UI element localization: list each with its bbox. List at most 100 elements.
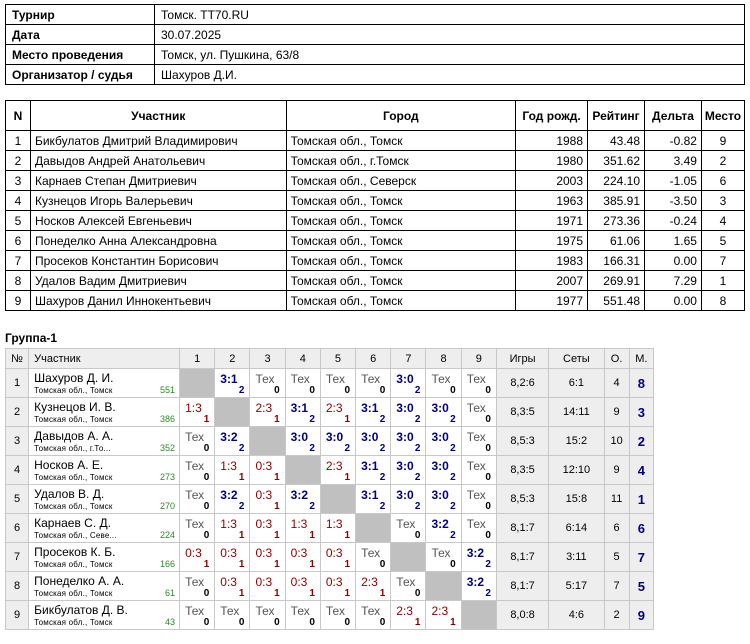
match-score: Тех [466, 430, 486, 444]
match-result-cell: 0:3 1 [249, 571, 286, 601]
group-player-cell: Бикбулатов Д. В. Томская обл., Томск 43 [28, 600, 181, 630]
match-result-cell: 3:2 2 [214, 426, 251, 456]
match-score: 3:1 [361, 488, 379, 502]
participant-delta: 3.49 [644, 150, 702, 171]
match-result-cell: 3:2 2 [460, 571, 497, 601]
match-result-cell: Тех 0 [425, 368, 462, 398]
participant-number: 7 [5, 250, 31, 271]
participant-place: 9 [700, 130, 746, 151]
match-result-cell: 3:0 2 [425, 397, 462, 427]
match-points: 0 [485, 501, 491, 512]
match-score: 0:3 [185, 546, 202, 560]
match-points: 0 [274, 385, 280, 396]
match-points: 0 [344, 617, 351, 628]
group-games: 8,1:7 [495, 542, 550, 572]
group-sets: 5:17 [548, 571, 605, 601]
participant-place: 2 [700, 150, 746, 171]
participant-birth-year: 1983 [515, 250, 589, 271]
group-player-name: Просеков К. Б. [34, 545, 116, 559]
info-row: Турнир Томск. TT70.RU [5, 4, 745, 25]
match-result-cell: 0:3 1 [284, 542, 321, 572]
match-result-cell: 2:3 1 [425, 600, 462, 630]
match-points: 1 [203, 559, 210, 570]
group-row: 3 Давыдов А. А. Томская обл., г.То... 352 Те… [4, 426, 655, 456]
participant-name: Носков Алексей Евгеньевич [29, 210, 287, 231]
group-player-name: Кузнецов И. В. [34, 400, 116, 414]
match-points: 0 [379, 385, 386, 396]
match-score: Тех [255, 604, 275, 618]
match-result-cell: Тех 0 [319, 600, 357, 630]
match-result-cell: 3:0 2 [390, 455, 427, 485]
participant-rating: 166.31 [587, 250, 645, 271]
participant-city: Томская обл., г.Томск [285, 150, 517, 171]
match-score: Тех [466, 401, 486, 415]
info-value: Томск. TT70.RU [154, 4, 745, 25]
info-row: Место проведения Томск, ул. Пушкина, 63/8 [5, 44, 745, 65]
match-result-cell: 0:3 1 [249, 484, 286, 514]
group-points: 9 [603, 397, 630, 427]
match-result-cell: 3:0 2 [355, 426, 392, 456]
group-place: 1 [628, 484, 655, 514]
match-score: 3:0 [396, 430, 414, 444]
match-score: 0:3 [255, 546, 273, 560]
match-score: 3:0 [431, 488, 449, 502]
match-points: 2 [450, 414, 456, 425]
match-points: 1 [238, 588, 245, 599]
info-row: Дата 30.07.2025 [5, 24, 745, 45]
participant-name: Удалов Вадим Дмитриевич [29, 270, 287, 291]
match-result-cell: 1:3 1 [179, 397, 216, 427]
match-result-cell: 3:0 2 [425, 455, 462, 485]
participants-header-row: N Участник Город Год рожд. Рейтинг Дельт… [5, 100, 746, 131]
match-result-cell: 2:3 1 [390, 600, 427, 630]
match-points: 0 [309, 617, 315, 628]
participant-delta: 0.00 [644, 290, 702, 311]
match-score: 3:2 [466, 575, 485, 589]
match-points: 2 [450, 530, 456, 541]
group-row: 1 Шахуров Д. И. Томская обл., Томск 551 3:1 2… [4, 368, 655, 398]
col-header-rating: Рейтинг [587, 100, 645, 131]
match-result-cell: 1:3 1 [284, 513, 321, 543]
group-games: 8,0:8 [495, 600, 550, 630]
match-points: 1 [344, 588, 351, 599]
group-player-name: Карнаев С. Д. [34, 516, 111, 530]
match-score: Тех [466, 459, 486, 473]
group-player-cell: Давыдов А. А. Томская обл., г.То... 352 [28, 426, 181, 456]
match-result-cell: Тех 0 [460, 455, 497, 485]
group-col-header-m: М. [628, 348, 655, 369]
group-col-header-games: Игры [495, 348, 550, 369]
match-result-cell: 2:3 1 [249, 397, 286, 427]
group-col-header-opponent: 5 [319, 348, 357, 369]
self-match-cell [390, 542, 427, 572]
match-points: 0 [414, 530, 421, 541]
group-row-number: 9 [4, 600, 30, 630]
participant-birth-year: 1963 [515, 190, 589, 211]
col-header-name: Участник [29, 100, 287, 131]
group-player-cell: Кузнецов И. В. Томская обл., Томск 386 [28, 397, 181, 427]
match-points: 1 [238, 472, 245, 483]
match-score: 1:3 [325, 517, 343, 531]
group-sets: 6:14 [548, 513, 605, 543]
match-points: 0 [379, 559, 386, 570]
match-points: 2 [344, 443, 351, 454]
group-player-cell: Просеков К. Б. Томская обл., Томск 166 [28, 542, 181, 572]
match-score: 2:3 [255, 401, 273, 415]
match-points: 2 [450, 472, 456, 483]
match-points: 1 [274, 588, 280, 599]
match-points: 2 [309, 501, 315, 512]
match-score: 0:3 [220, 575, 237, 589]
group-games: 8,3:5 [495, 397, 550, 427]
self-match-cell [355, 513, 392, 543]
match-score: 3:1 [361, 401, 379, 415]
participant-row: 2 Давыдов Андрей Анатольевич Томская обл.,… [5, 150, 746, 171]
match-points: 2 [379, 414, 386, 425]
match-points: 0 [203, 617, 210, 628]
group-row: 6 Карнаев С. Д. Томская обл., Севе... 224 Те… [4, 513, 655, 543]
group-player-rating: 224 [160, 530, 176, 540]
match-points: 2 [379, 501, 386, 512]
group-player-cell: Понеделко А. А. Томская обл., Томск 61 [28, 571, 181, 601]
match-result-cell: 2:3 1 [355, 571, 392, 601]
match-points: 0 [309, 385, 315, 396]
group-col-header-opponent: 4 [284, 348, 321, 369]
match-score: 1:3 [290, 517, 308, 531]
match-points: 0 [485, 385, 491, 396]
